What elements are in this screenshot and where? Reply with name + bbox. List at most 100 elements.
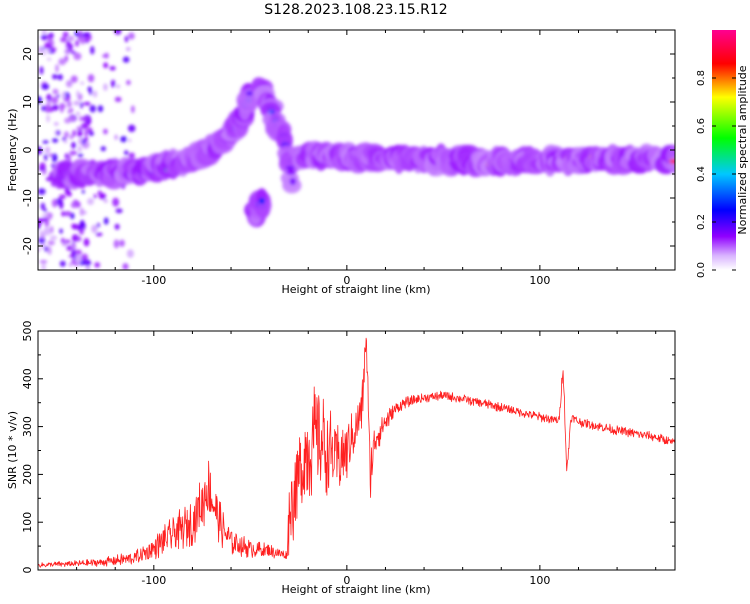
noise-speckle — [66, 245, 73, 251]
noise-speckle — [79, 115, 83, 122]
x-tick-label: 0 — [343, 274, 350, 287]
colorbar-label: Normalized spectral amplitude — [736, 65, 749, 234]
noise-speckle — [131, 105, 135, 114]
noise-speckle — [46, 48, 51, 53]
noise-speckle — [103, 199, 108, 203]
noise-speckle — [51, 104, 60, 111]
snr-ticks: -100 0 100 0 100 200 300 400 500 — [21, 321, 675, 587]
noise-speckle — [110, 79, 116, 88]
noise-speckle — [80, 219, 85, 229]
noise-speckle — [122, 56, 130, 63]
noise-speckle — [126, 80, 131, 86]
noise-speckle — [69, 108, 74, 113]
noise-speckle — [83, 259, 92, 267]
noise-speckle — [41, 83, 50, 90]
noise-speckle — [75, 111, 81, 116]
noise-speckle — [55, 64, 59, 73]
noise-speckle — [59, 102, 66, 110]
noise-speckle — [43, 226, 51, 236]
colorbar-ticks: 0.0 0.2 0.4 0.6 0.8 — [696, 70, 736, 278]
noise-speckle — [41, 34, 48, 41]
noise-speckle — [77, 145, 82, 153]
colorbar-tick-label: 0.0 — [696, 262, 707, 278]
noise-speckle — [103, 83, 108, 91]
y-tick-label: 300 — [21, 416, 34, 437]
noise-speckle — [122, 263, 129, 270]
noise-speckle — [41, 213, 49, 217]
noise-speckle — [70, 152, 75, 156]
noise-speckle — [51, 153, 58, 163]
noise-speckle — [46, 57, 52, 61]
noise-speckle — [97, 190, 102, 197]
noise-speckle — [64, 153, 69, 159]
noise-speckle — [62, 137, 67, 141]
ridge-core — [258, 197, 266, 204]
y-tick-label: 400 — [21, 368, 34, 389]
noise-speckle — [76, 90, 80, 99]
x-tick-label: 100 — [529, 574, 550, 587]
noise-speckle — [103, 217, 109, 225]
noise-speckle — [71, 242, 77, 251]
noise-speckle — [64, 187, 71, 196]
noise-speckle — [47, 240, 55, 246]
x-tick-label: 0 — [343, 574, 350, 587]
ridge-core — [669, 159, 675, 164]
ridge-core — [289, 177, 296, 186]
noise-speckle — [40, 202, 46, 211]
noise-speckle — [77, 129, 83, 138]
noise-speckle — [77, 153, 84, 158]
noise-speckle — [73, 100, 80, 106]
noise-speckle — [125, 46, 131, 52]
noise-speckle — [41, 105, 47, 112]
noise-speckle — [60, 237, 65, 244]
noise-speckle — [46, 114, 50, 123]
noise-speckle — [46, 93, 52, 102]
noise-speckle — [128, 152, 135, 159]
noise-speckle — [50, 225, 54, 234]
noise-speckle — [47, 246, 52, 255]
noise-speckle — [39, 260, 48, 264]
x-tick-label: -100 — [141, 574, 166, 587]
noise-speckle — [94, 262, 101, 268]
noise-speckle — [87, 74, 95, 83]
noise-speckle — [51, 198, 58, 208]
noise-speckle — [38, 46, 44, 54]
figure-title: S128.2023.108.23.15.R12 — [264, 2, 447, 18]
noise-speckle — [38, 224, 41, 230]
noise-speckle — [38, 167, 46, 171]
noise-speckle — [71, 223, 80, 230]
noise-speckle — [124, 150, 129, 156]
colorbar — [712, 30, 736, 270]
y-tick-label: 200 — [21, 464, 34, 485]
noise-speckle — [52, 88, 59, 95]
noise-speckle — [91, 224, 98, 234]
ridge-core — [285, 165, 295, 171]
noise-speckle — [127, 124, 136, 133]
noise-speckle — [115, 208, 123, 214]
y-tick-label: 500 — [21, 321, 34, 342]
noise-speckle — [127, 138, 132, 143]
ridge-core — [286, 169, 296, 176]
y-tick-label: 10 — [21, 95, 34, 109]
noise-speckle — [74, 31, 79, 37]
noise-speckle — [119, 239, 125, 247]
noise-speckle — [40, 231, 44, 239]
noise-speckle — [126, 249, 134, 258]
noise-speckle — [78, 30, 82, 38]
noise-speckle — [44, 153, 48, 161]
noise-speckle — [96, 222, 100, 228]
noise-speckle — [113, 239, 120, 249]
noise-speckle — [114, 223, 120, 230]
noise-speckle — [42, 140, 49, 144]
noise-speckle — [63, 140, 68, 144]
noise-speckle — [60, 36, 68, 43]
noise-speckle — [103, 62, 109, 69]
noise-speckle — [89, 104, 96, 113]
noise-speckle — [69, 134, 74, 140]
y-tick-label: -10 — [21, 189, 34, 207]
colorbar-tick-label: 0.6 — [696, 118, 707, 134]
snr-xlabel: Height of straight line (km) — [281, 583, 430, 596]
noise-speckle — [81, 253, 88, 261]
noise-speckle — [68, 262, 73, 267]
